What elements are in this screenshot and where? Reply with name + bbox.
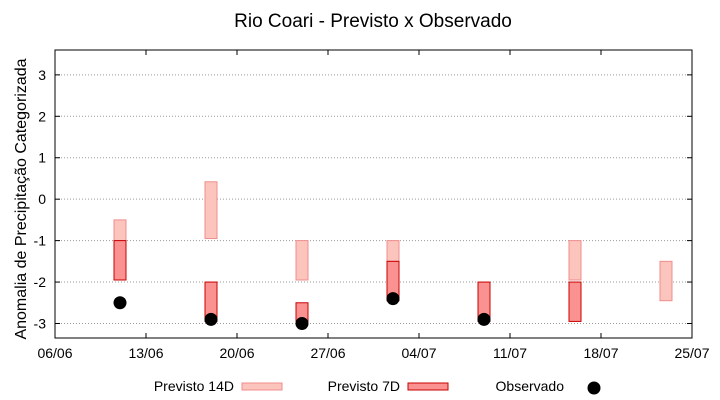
x-tick-label: 11/07: [493, 345, 527, 361]
y-tick-label: 3: [38, 67, 46, 83]
x-tick-label: 18/07: [583, 345, 618, 361]
y-tick-label: -1: [34, 233, 47, 249]
legend-label: Previsto 7D: [328, 378, 400, 394]
legend-swatch: [241, 382, 283, 391]
legend-marker: [587, 381, 601, 395]
series-previsto-14d: [113, 181, 673, 302]
y-tick-label: 0: [38, 191, 46, 207]
y-tick-label: -2: [34, 274, 47, 290]
x-tick-label: 04/07: [401, 345, 436, 361]
range-bar: [659, 260, 673, 302]
range-bar: [113, 219, 127, 242]
x-tick-label: 27/06: [310, 345, 345, 361]
plot-series: [113, 181, 673, 330]
observed-point: [113, 296, 127, 310]
y-tick-label: 2: [38, 108, 46, 124]
observed-point: [295, 316, 309, 330]
legend-label: Previsto 14D: [154, 378, 234, 394]
range-bar: [295, 240, 309, 281]
range-bar: [204, 181, 218, 240]
observed-point: [477, 312, 491, 326]
series-observado: [113, 292, 491, 330]
y-tick-label: 1: [38, 150, 46, 166]
x-tick-label: 20/06: [219, 345, 254, 361]
range-bar: [568, 281, 582, 322]
x-ticks: 06/06 13/06 20/06 27/06 04/07 11/07 18/07 25/07: [37, 50, 710, 361]
y-axis-label: Anomalia de Precipitação Categorizada: [13, 58, 30, 339]
observed-point: [204, 312, 218, 326]
x-tick-label: 13/06: [128, 345, 163, 361]
legend-label: Observado: [496, 378, 565, 394]
legend-swatch: [407, 382, 449, 391]
chart-title: Rio Coari - Previsto x Observado: [234, 11, 512, 32]
y-ticks: 3 2 1 0 -1 -2 -3: [34, 67, 692, 331]
observed-point: [386, 292, 400, 306]
series-previsto-7d: [113, 240, 582, 322]
plot-frame: [54, 49, 693, 339]
x-tick-label: 25/07: [674, 345, 709, 361]
x-tick-label: 06/06: [37, 345, 72, 361]
range-bar: [113, 240, 127, 281]
grid-lines: [55, 74, 692, 324]
legend: Previsto 14D Previsto 7D Observado: [154, 378, 601, 395]
y-tick-label: -3: [34, 315, 47, 331]
range-bar: [568, 240, 582, 281]
range-bar: [386, 240, 400, 262]
